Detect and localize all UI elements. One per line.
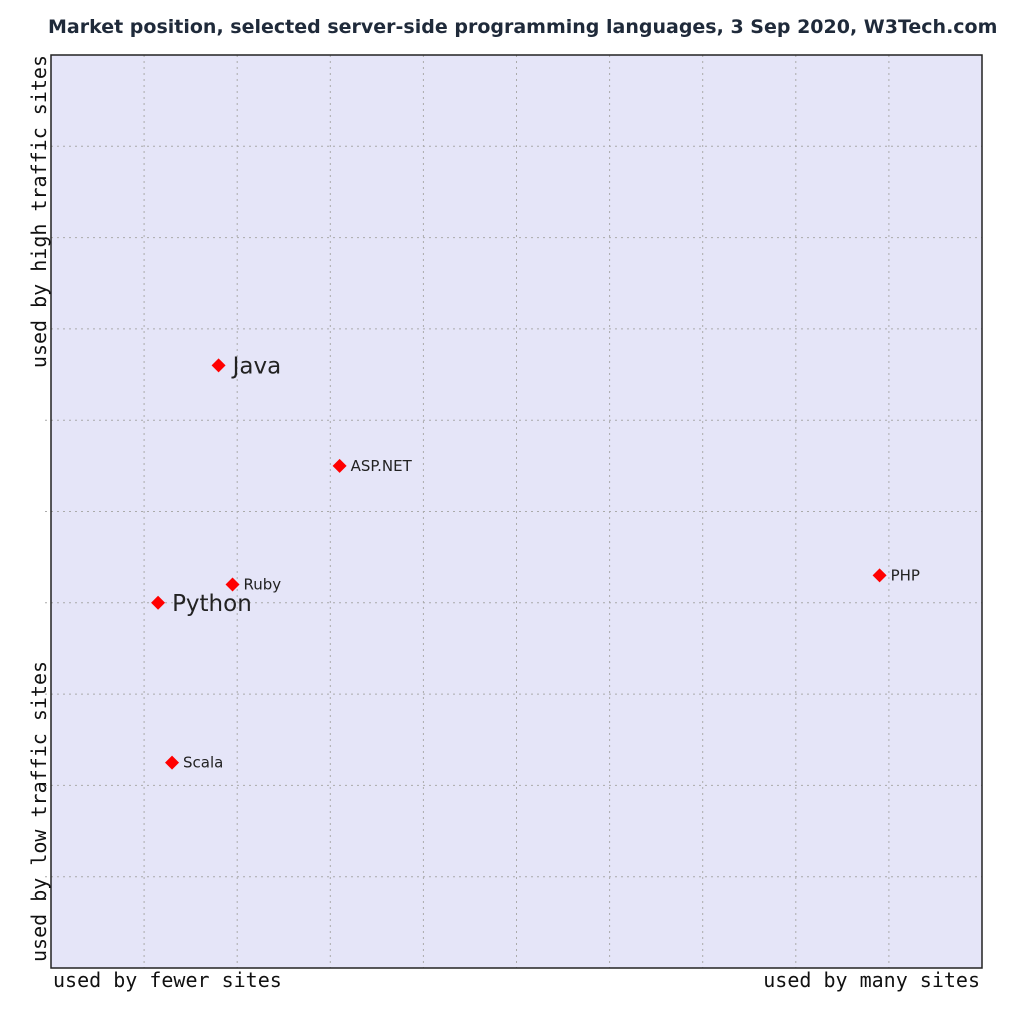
point-marker — [332, 458, 347, 473]
y-axis-label-bottom: used by low traffic sites — [27, 661, 51, 962]
grid-lines — [45, 55, 982, 968]
point-label: ASP.NET — [351, 457, 413, 475]
point-label: Ruby — [244, 576, 282, 594]
point-marker — [151, 595, 166, 610]
data-point: ASP.NET — [332, 457, 413, 475]
plot-frame — [50, 54, 983, 969]
data-point: Java — [211, 353, 282, 379]
point-label: PHP — [891, 566, 920, 584]
point-label: Scala — [183, 754, 223, 772]
data-point: Scala — [165, 754, 223, 772]
point-marker — [211, 358, 226, 373]
point-label: Python — [172, 591, 252, 617]
point-marker — [225, 577, 240, 592]
chart-title: Market position, selected server-side pr… — [48, 16, 998, 38]
x-axis-label-left: used by fewer sites — [53, 968, 282, 992]
point-marker — [165, 755, 180, 770]
data-point: Python — [151, 591, 252, 617]
data-point: PHP — [872, 566, 920, 584]
point-marker — [872, 568, 887, 583]
x-axis-label-right: used by many sites — [763, 968, 980, 992]
point-label: Java — [231, 353, 282, 379]
y-axis-label-top: used by high traffic sites — [27, 55, 51, 368]
data-point: Ruby — [225, 576, 282, 594]
